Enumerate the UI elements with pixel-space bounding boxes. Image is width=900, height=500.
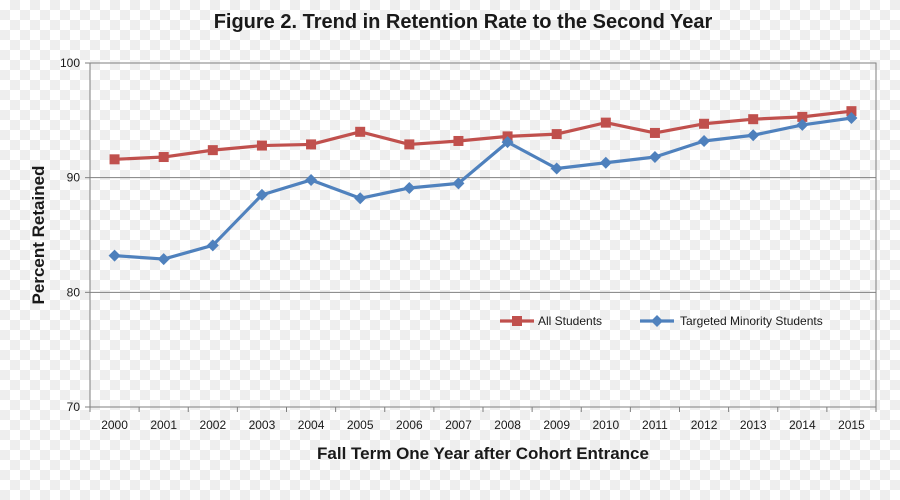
data-point (255, 188, 268, 201)
data-point (305, 173, 318, 186)
chart-title: Figure 2. Trend in Retention Rate to the… (214, 11, 713, 33)
legend: All Students Targeted Minority Students (500, 314, 823, 328)
legend-marker (651, 315, 663, 327)
x-tick-label: 2014 (789, 418, 816, 432)
series-line (114, 109, 852, 161)
legend-item: Targeted Minority Students (640, 314, 823, 328)
data-point (354, 192, 367, 205)
y-tick-label: 100 (60, 56, 80, 70)
x-tick-label: 2003 (249, 418, 276, 432)
data-point (845, 112, 858, 125)
series-line (114, 116, 852, 261)
y-axis-title: Percent Retained (29, 166, 48, 305)
y-tick-label: 80 (67, 285, 81, 299)
data-point (748, 114, 759, 125)
data-point (355, 126, 366, 137)
data-point (551, 129, 562, 140)
x-tick-label: 2004 (298, 418, 325, 432)
data-point (550, 162, 563, 175)
x-axis-title: Fall Term One Year after Cohort Entrance (317, 444, 649, 463)
x-tick-label: 2006 (396, 418, 423, 432)
data-point (404, 139, 415, 150)
data-point (699, 118, 710, 129)
x-tick-label: 2000 (101, 418, 128, 432)
data-point (109, 154, 120, 165)
data-point (157, 253, 170, 266)
x-tick-label: 2008 (494, 418, 521, 432)
data-point (796, 118, 809, 131)
data-point (649, 127, 660, 138)
legend-label: All Students (538, 314, 602, 328)
x-tick-label: 2015 (838, 418, 865, 432)
y-tick-label: 90 (67, 171, 81, 185)
data-point (846, 106, 857, 117)
x-tick-label: 2012 (691, 418, 718, 432)
y-tick-label: 70 (67, 400, 81, 414)
data-point (599, 156, 612, 169)
series-group (109, 106, 857, 165)
x-tick-label: 2009 (543, 418, 570, 432)
series (108, 106, 858, 266)
data-point (501, 136, 514, 149)
gridlines (90, 177, 876, 293)
x-tick-label: 2011 (642, 418, 668, 432)
legend-label: Targeted Minority Students (680, 314, 823, 328)
x-tick-label: 2010 (592, 418, 619, 432)
x-tick-label: 2007 (445, 418, 472, 432)
data-point (158, 152, 169, 163)
data-point (403, 181, 416, 194)
x-tick-label: 2005 (347, 418, 374, 432)
data-point (256, 140, 267, 151)
data-point (600, 117, 611, 128)
y-axis-ticks: 70 80 90 100 (60, 56, 90, 414)
data-point (453, 135, 464, 146)
data-point (207, 145, 218, 156)
x-tick-label: 2001 (150, 418, 177, 432)
data-point (698, 134, 711, 147)
series-group (108, 112, 858, 266)
data-point (648, 151, 661, 164)
x-axis-ticks: 2000 2001 2002 2003 2004 2005 2006 2007 2008 2009… (89, 407, 877, 432)
legend-marker (512, 316, 522, 326)
legend-item: All Students (500, 314, 602, 328)
data-point (747, 129, 760, 142)
data-point (108, 249, 121, 262)
data-point (452, 177, 465, 190)
x-tick-label: 2013 (740, 418, 767, 432)
x-tick-label: 2002 (199, 418, 226, 432)
data-point (797, 111, 808, 122)
data-point (306, 139, 317, 150)
data-point (206, 239, 219, 252)
